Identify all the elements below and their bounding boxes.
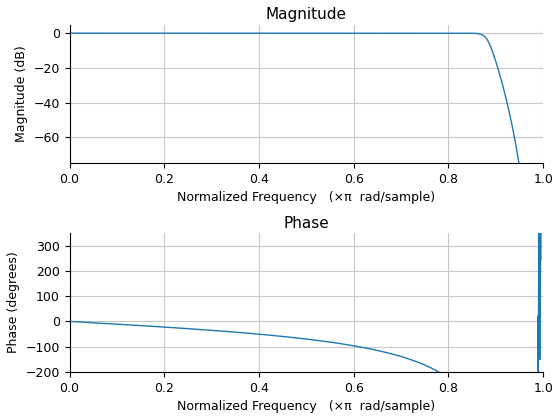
Y-axis label: Magnitude (dB): Magnitude (dB) bbox=[15, 45, 28, 142]
X-axis label: Normalized Frequency   (×π  rad/sample): Normalized Frequency (×π rad/sample) bbox=[178, 400, 436, 413]
Y-axis label: Phase (degrees): Phase (degrees) bbox=[7, 252, 20, 353]
Title: Magnitude: Magnitude bbox=[266, 7, 347, 22]
Title: Phase: Phase bbox=[283, 215, 329, 231]
X-axis label: Normalized Frequency   (×π  rad/sample): Normalized Frequency (×π rad/sample) bbox=[178, 192, 436, 205]
